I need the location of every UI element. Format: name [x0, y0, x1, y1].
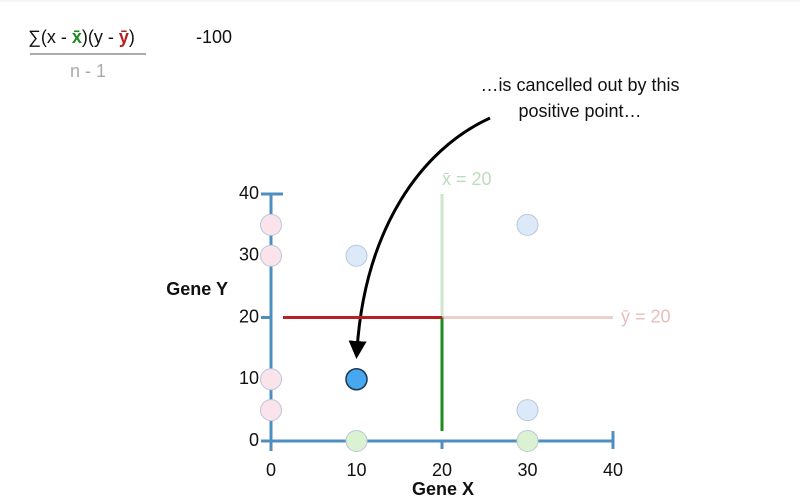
x-tick-label: 30	[517, 460, 537, 480]
annotation: …is cancelled out by this positive point…	[480, 75, 679, 121]
annotation-line: positive point…	[518, 101, 641, 121]
formula-numerator: ∑(x - x̄)(y - ȳ)	[28, 27, 135, 47]
y-tick-label: 10	[239, 368, 259, 388]
mean-label: ȳ = 20	[621, 306, 671, 326]
mean-label: x̄ = 20	[442, 169, 492, 189]
formula-part: )	[129, 27, 135, 47]
annotation-line: …is cancelled out by this	[480, 75, 679, 95]
formula-part: ∑(x -	[28, 27, 72, 47]
point	[516, 213, 539, 236]
x-axis-label: Gene X	[412, 479, 474, 499]
formula-part: x̄	[72, 27, 82, 47]
point	[260, 244, 282, 267]
annotation-arrow	[348, 116, 491, 359]
y-tick-label: 40	[239, 183, 259, 203]
point	[345, 430, 368, 452]
point	[260, 368, 282, 391]
x-tick-label: 20	[432, 460, 452, 480]
point	[516, 430, 539, 452]
formula-denominator: n - 1	[70, 61, 106, 81]
y-tick-label: 0	[249, 430, 259, 450]
formula-result: -100	[196, 27, 232, 47]
point	[260, 213, 282, 236]
x-tick-label: 40	[603, 460, 623, 480]
y-tick-label: 30	[239, 245, 259, 265]
formula-part: )(y -	[82, 27, 119, 47]
x-tick-label: 0	[266, 460, 276, 480]
y-axis-label: Gene Y	[166, 279, 228, 299]
formula-part: ȳ	[119, 27, 129, 47]
point	[260, 399, 282, 422]
point	[345, 244, 368, 267]
point	[345, 368, 368, 391]
point	[516, 399, 539, 422]
y-tick-label: 20	[239, 306, 259, 326]
x-tick-label: 10	[346, 460, 366, 480]
